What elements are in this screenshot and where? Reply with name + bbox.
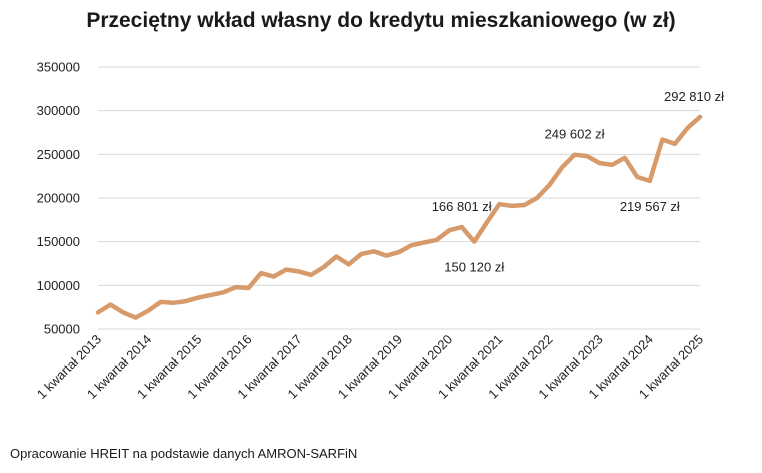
y-tick-label: 250000	[37, 147, 80, 162]
series-line-layer	[95, 114, 703, 320]
data-label: 292 810 zł	[664, 89, 724, 104]
source-note: Opracowanie HREIT na podstawie danych AM…	[10, 446, 358, 461]
y-tick-label: 350000	[37, 60, 80, 75]
data-label: 150 120 zł	[444, 260, 504, 275]
y-tick-label: 100000	[37, 278, 80, 293]
gridlines	[98, 66, 700, 330]
y-tick-label: 300000	[37, 103, 80, 118]
data-label: 249 602 zł	[545, 127, 605, 142]
chart-title: Przeciętny wkład własny do kredytu miesz…	[86, 9, 676, 32]
y-tick-label: 150000	[37, 234, 80, 249]
data-labels: 166 801 zł 150 120 zł 249 602 zł 219 567 zł…	[432, 89, 724, 275]
y-axis-ticks: 50000 100000 150000 200000 250000 300000 35000…	[37, 60, 80, 337]
y-tick-label: 50000	[44, 322, 80, 337]
series-line	[95, 114, 703, 320]
data-label: 219 567 zł	[620, 199, 680, 214]
y-tick-label: 200000	[37, 191, 80, 206]
data-label: 166 801 zł	[432, 199, 492, 214]
